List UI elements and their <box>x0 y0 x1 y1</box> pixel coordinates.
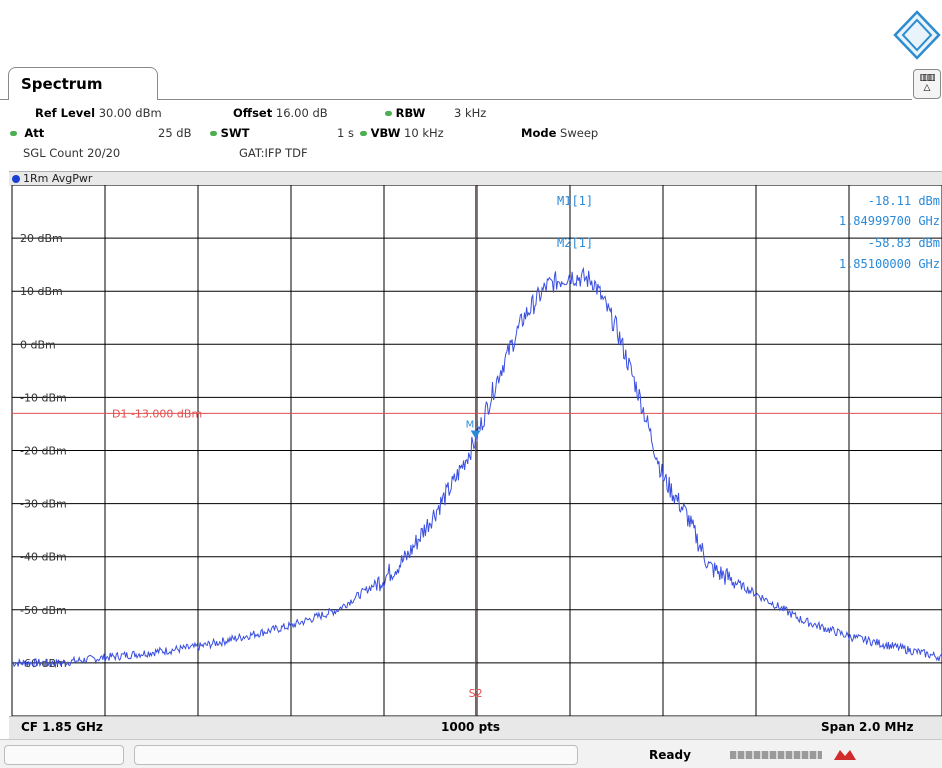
gat-info: GAT:IFP TDF <box>239 146 308 160</box>
status-field-1[interactable] <box>4 745 124 765</box>
spectrum-plot[interactable]: 20 dBm 10 dBm 0 dBm -10 dBm -20 dBm -30 dBm -4… <box>0 185 942 716</box>
att: Att <box>10 126 44 140</box>
rbw: RBW <box>385 106 425 120</box>
sweep-points: 1000 pts <box>441 720 501 734</box>
offset-value: 16.00 dB <box>275 106 328 120</box>
marker-m1-label: M1 <box>466 419 481 430</box>
mode: Mode Sweep <box>521 126 598 140</box>
status-ready: Ready <box>649 748 691 762</box>
vbw-status-dot <box>360 131 367 136</box>
y-tick-label: 20 dBm <box>20 232 63 245</box>
swt-value: 1 s <box>337 126 354 140</box>
vbw: VBW 10 kHz <box>360 126 444 140</box>
marker-readout-m1-label: M1[1] <box>557 194 593 208</box>
s2-label: S2 <box>469 687 483 700</box>
att-value: 25 dB <box>158 126 192 140</box>
status-field-2[interactable] <box>134 745 578 765</box>
att-status-dot <box>10 131 17 136</box>
offset: Offset 16.00 dB <box>233 106 328 120</box>
swt-label: SWT <box>220 126 250 140</box>
ref-level-value: 30.00 dBm <box>98 106 162 120</box>
swt-status-dot <box>210 131 217 136</box>
trace-info-bar: 1Rm AvgPwr <box>9 171 942 186</box>
spectrum-trace <box>11 266 942 669</box>
plot-footer: CF 1.85 GHz 1000 pts Span 2.0 MHz <box>9 716 942 739</box>
side-panel-toggle[interactable]: ▥▥ △ <box>913 69 941 99</box>
brand-logo <box>893 10 941 60</box>
marker-readout-m1-freq: 1.84999700 GHz <box>839 214 940 228</box>
rbw-label: RBW <box>395 106 426 120</box>
y-tick-label: 0 dBm <box>20 338 56 351</box>
display-line-label: D1 -13.000 dBm <box>112 407 202 420</box>
tab-spectrum-label: Spectrum <box>21 75 103 93</box>
vbw-value: 10 kHz <box>404 126 444 140</box>
remote-icon <box>834 750 856 760</box>
y-tick-label: 10 dBm <box>20 285 63 298</box>
ref-level: Ref Level 30.00 dBm <box>35 106 162 120</box>
y-tick-label: -30 dBm <box>20 498 67 511</box>
att-label: Att <box>24 126 45 140</box>
span: Span 2.0 MHz <box>821 720 914 734</box>
trace-label: 1Rm AvgPwr <box>12 172 92 185</box>
trace-dot <box>12 175 20 183</box>
trace-label-text: 1Rm AvgPwr <box>23 172 93 185</box>
marker-readout-m1-level: -18.11 dBm <box>868 194 940 208</box>
sgl-count: SGL Count 20/20 <box>23 146 121 160</box>
y-tick-label: -20 dBm <box>20 445 67 458</box>
status-bar: Ready <box>0 739 942 768</box>
y-tick-label: -10 dBm <box>20 391 67 404</box>
offset-label: Offset <box>233 106 273 120</box>
y-tick-label: -50 dBm <box>20 604 67 617</box>
marker-readout-m2-label: M2[1] <box>557 236 593 250</box>
mode-value: Sweep <box>560 126 599 140</box>
swt: SWT <box>210 126 249 140</box>
mode-label: Mode <box>521 126 557 140</box>
grid-icon: ▥▥ <box>919 73 935 83</box>
tab-frame-line <box>0 99 912 100</box>
ref-level-label: Ref Level <box>35 106 96 120</box>
y-tick-label: -40 dBm <box>20 551 67 564</box>
marker-readout-m2-freq: 1.85100000 GHz <box>839 257 940 271</box>
delta-icon: △ <box>923 83 931 93</box>
marker-readout-m2-level: -58.83 dBm <box>868 236 940 250</box>
tab-spectrum[interactable]: Spectrum <box>8 67 158 100</box>
rbw-value: 3 kHz <box>454 106 487 120</box>
progress-bar <box>730 751 822 759</box>
rbw-status-dot <box>385 111 392 116</box>
vbw-label: VBW <box>370 126 401 140</box>
marker-m1 <box>470 430 481 439</box>
center-frequency: CF 1.85 GHz <box>21 720 103 734</box>
